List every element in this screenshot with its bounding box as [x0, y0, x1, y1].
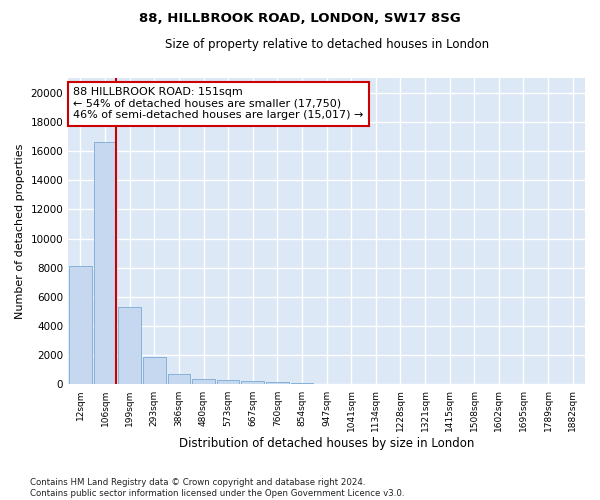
- Bar: [143, 358, 166, 384]
- Bar: [118, 307, 141, 384]
- Text: 88, HILLBROOK ROAD, LONDON, SW17 8SG: 88, HILLBROOK ROAD, LONDON, SW17 8SG: [139, 12, 461, 26]
- Bar: [266, 382, 289, 384]
- Title: Size of property relative to detached houses in London: Size of property relative to detached ho…: [164, 38, 488, 51]
- Bar: [290, 382, 313, 384]
- Text: 88 HILLBROOK ROAD: 151sqm
← 54% of detached houses are smaller (17,750)
46% of s: 88 HILLBROOK ROAD: 151sqm ← 54% of detac…: [73, 87, 364, 120]
- Bar: [192, 379, 215, 384]
- Bar: [217, 380, 239, 384]
- Bar: [94, 142, 116, 384]
- Y-axis label: Number of detached properties: Number of detached properties: [15, 144, 25, 319]
- Bar: [167, 374, 190, 384]
- Bar: [69, 266, 92, 384]
- X-axis label: Distribution of detached houses by size in London: Distribution of detached houses by size …: [179, 437, 474, 450]
- Text: Contains HM Land Registry data © Crown copyright and database right 2024.
Contai: Contains HM Land Registry data © Crown c…: [30, 478, 404, 498]
- Bar: [241, 381, 264, 384]
